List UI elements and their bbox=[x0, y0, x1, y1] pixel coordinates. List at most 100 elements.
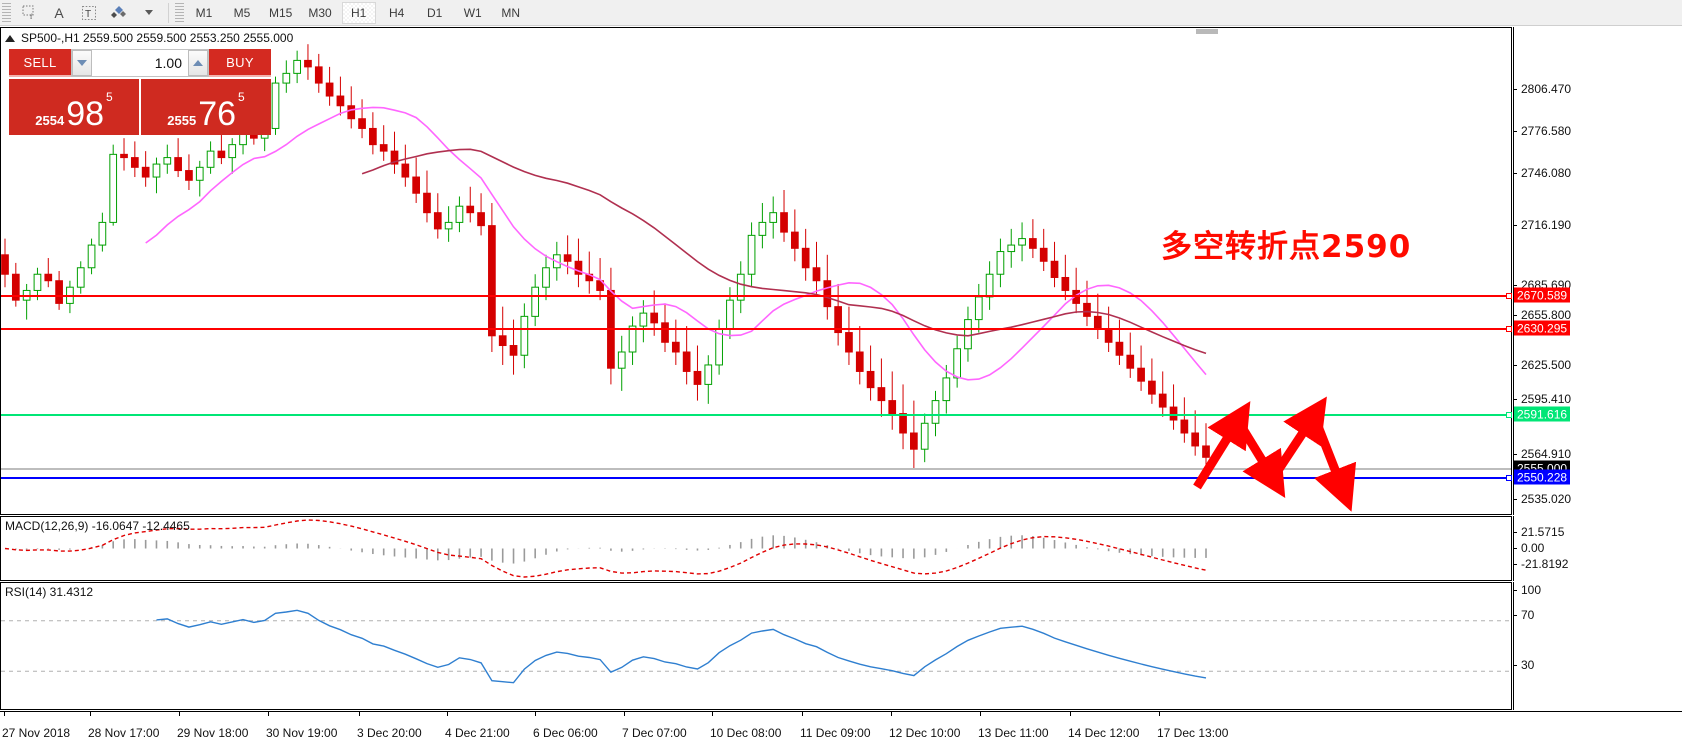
time-tick bbox=[1159, 712, 1160, 716]
price-level-chip[interactable]: 2670.589 bbox=[1514, 287, 1571, 303]
buy-button[interactable]: BUY bbox=[209, 49, 271, 77]
price-tick-label: 2625.500 bbox=[1521, 358, 1572, 372]
time-tick bbox=[980, 712, 981, 716]
arrow-down-icon bbox=[77, 60, 87, 66]
objects-icon[interactable] bbox=[104, 2, 134, 24]
indicators-icon[interactable]: f bbox=[14, 2, 44, 24]
horizontal-level-line[interactable] bbox=[1, 475, 1512, 481]
price-tick-label: 2776.580 bbox=[1521, 124, 1572, 138]
chart-scroll-handle[interactable] bbox=[1196, 29, 1218, 34]
rsi-svg bbox=[1, 609, 1511, 684]
collapse-triangle-icon[interactable] bbox=[5, 34, 15, 42]
oct-top-row: SELL 1.00 BUY bbox=[9, 49, 271, 77]
time-tick bbox=[712, 712, 713, 716]
price-pane[interactable]: SP500-,H1 2559.500 2559.500 2553.250 255… bbox=[0, 27, 1512, 515]
symbol-header: SP500-,H1 2559.500 2559.500 2553.250 255… bbox=[5, 31, 293, 45]
level-handle[interactable] bbox=[1506, 293, 1512, 299]
buy-price-prefix: 2555 bbox=[167, 113, 197, 128]
arrow-up-icon bbox=[193, 60, 203, 66]
rsi-plot bbox=[1, 583, 1511, 709]
price-tick bbox=[1513, 499, 1517, 500]
buy-price-button[interactable]: 2555 76 5 bbox=[141, 79, 271, 135]
time-tick-label: 27 Nov 2018 bbox=[2, 726, 71, 740]
level-handle[interactable] bbox=[1506, 326, 1512, 332]
macd-tick-label: 0.00 bbox=[1521, 541, 1545, 555]
timeframe-toolbar-grip[interactable] bbox=[175, 2, 184, 23]
one-click-trading-panel[interactable]: SELL 1.00 BUY 2554 98 5 2555 bbox=[9, 49, 271, 135]
macd-label: MACD(12,26,9) -16.0647 -12.4465 bbox=[5, 519, 190, 533]
time-tick-label: 28 Nov 17:00 bbox=[88, 726, 160, 740]
price-tick bbox=[1513, 225, 1517, 226]
rsi-label: RSI(14) 31.4312 bbox=[5, 585, 94, 599]
horizontal-level-line[interactable] bbox=[1, 326, 1512, 332]
price-tick bbox=[1513, 131, 1517, 132]
time-tick-label: 17 Dec 13:00 bbox=[1157, 726, 1229, 740]
objects-dropdown-arrow-icon[interactable] bbox=[134, 2, 164, 24]
macd-pane[interactable]: MACD(12,26,9) -16.0647 -12.4465 bbox=[0, 516, 1512, 581]
horizontal-level-line[interactable] bbox=[1, 468, 1511, 470]
price-tick-label: 2535.020 bbox=[1521, 492, 1572, 506]
timeframe-m30[interactable]: M30 bbox=[308, 5, 332, 20]
timeframe-mn[interactable]: MN bbox=[501, 5, 521, 20]
timeframe-d1[interactable]: D1 bbox=[427, 5, 443, 20]
volume-value[interactable]: 1.00 bbox=[154, 55, 182, 71]
price-tick-label: 2595.410 bbox=[1521, 392, 1572, 406]
timeframe-w1[interactable]: W1 bbox=[463, 5, 482, 20]
rsi-axis-line bbox=[1513, 582, 1514, 710]
sell-price-button[interactable]: 2554 98 5 bbox=[9, 79, 139, 135]
price-tick-label: 2806.470 bbox=[1521, 82, 1572, 96]
macd-tick bbox=[1513, 564, 1517, 565]
macd-svg bbox=[4, 519, 1207, 578]
sell-price-fraction: 5 bbox=[106, 90, 113, 104]
time-tick-label: 3 Dec 20:00 bbox=[357, 726, 422, 740]
time-scale[interactable]: 27 Nov 2018 28 Nov 17:00 29 Nov 18:00 30 No… bbox=[0, 711, 1682, 745]
rsi-pane[interactable]: RSI(14) 31.4312 bbox=[0, 582, 1512, 710]
buy-price-main: 76 bbox=[198, 95, 237, 133]
price-scale[interactable]: 2806.470 2776.580 2746.080 2716.190 2685.690… bbox=[1513, 27, 1682, 745]
time-tick bbox=[359, 712, 360, 716]
horizontal-level-line[interactable] bbox=[1, 412, 1512, 418]
time-tick-label: 6 Dec 06:00 bbox=[533, 726, 598, 740]
horizontal-level-line[interactable] bbox=[1, 293, 1512, 299]
timeframe-h1[interactable]: H1 bbox=[341, 1, 376, 24]
macd-tick-label: -21.8192 bbox=[1521, 557, 1569, 571]
price-tick bbox=[1513, 173, 1517, 174]
rsi-tick bbox=[1513, 615, 1517, 616]
volume-field[interactable]: 1.00 bbox=[71, 49, 209, 77]
sell-price-main: 98 bbox=[66, 95, 105, 133]
svg-text:f: f bbox=[30, 13, 33, 20]
timeframe-m5[interactable]: M5 bbox=[233, 5, 251, 20]
sell-button[interactable]: SELL bbox=[9, 49, 71, 77]
rsi-tick-label: 30 bbox=[1521, 658, 1535, 672]
timeframe-m1[interactable]: M1 bbox=[195, 5, 213, 20]
toolbar-grip[interactable] bbox=[2, 2, 11, 23]
price-axis-line bbox=[1513, 27, 1514, 515]
rsi-tick-label: 100 bbox=[1521, 583, 1542, 597]
time-tick bbox=[4, 712, 5, 716]
symbol-ohlc-text: SP500-,H1 2559.500 2559.500 2553.250 255… bbox=[21, 31, 294, 45]
time-tick-label: 10 Dec 08:00 bbox=[710, 726, 782, 740]
price-level-chip[interactable]: 2550.228 bbox=[1514, 469, 1571, 485]
chart-area[interactable]: SP500-,H1 2559.500 2559.500 2553.250 255… bbox=[0, 27, 1682, 745]
rsi-tick bbox=[1513, 590, 1517, 591]
text-box-icon[interactable]: T bbox=[74, 2, 104, 24]
time-tick-label: 30 Nov 19:00 bbox=[266, 726, 338, 740]
level-handle[interactable] bbox=[1506, 475, 1512, 481]
volume-increase-button[interactable] bbox=[188, 50, 208, 76]
time-tick-label: 14 Dec 12:00 bbox=[1068, 726, 1140, 740]
text-label-icon[interactable]: A bbox=[54, 4, 64, 21]
price-level-chip[interactable]: 2591.616 bbox=[1514, 406, 1571, 422]
level-handle[interactable] bbox=[1506, 412, 1512, 418]
volume-decrease-button[interactable] bbox=[72, 50, 92, 76]
timeframe-group: M1 M5 M15 M30 H1 H4 D1 W1 MN bbox=[187, 1, 528, 24]
time-tick bbox=[447, 712, 448, 716]
price-tick-label: 2564.910 bbox=[1521, 447, 1572, 461]
price-tick bbox=[1513, 315, 1517, 316]
buy-price-fraction: 5 bbox=[238, 90, 245, 104]
price-level-chip[interactable]: 2630.295 bbox=[1514, 320, 1571, 336]
timeframe-h4[interactable]: H4 bbox=[389, 5, 405, 20]
macd-plot bbox=[1, 517, 1511, 580]
timeframe-m15[interactable]: M15 bbox=[269, 5, 293, 20]
price-tick bbox=[1513, 89, 1517, 90]
toolbar-separator bbox=[168, 2, 169, 23]
